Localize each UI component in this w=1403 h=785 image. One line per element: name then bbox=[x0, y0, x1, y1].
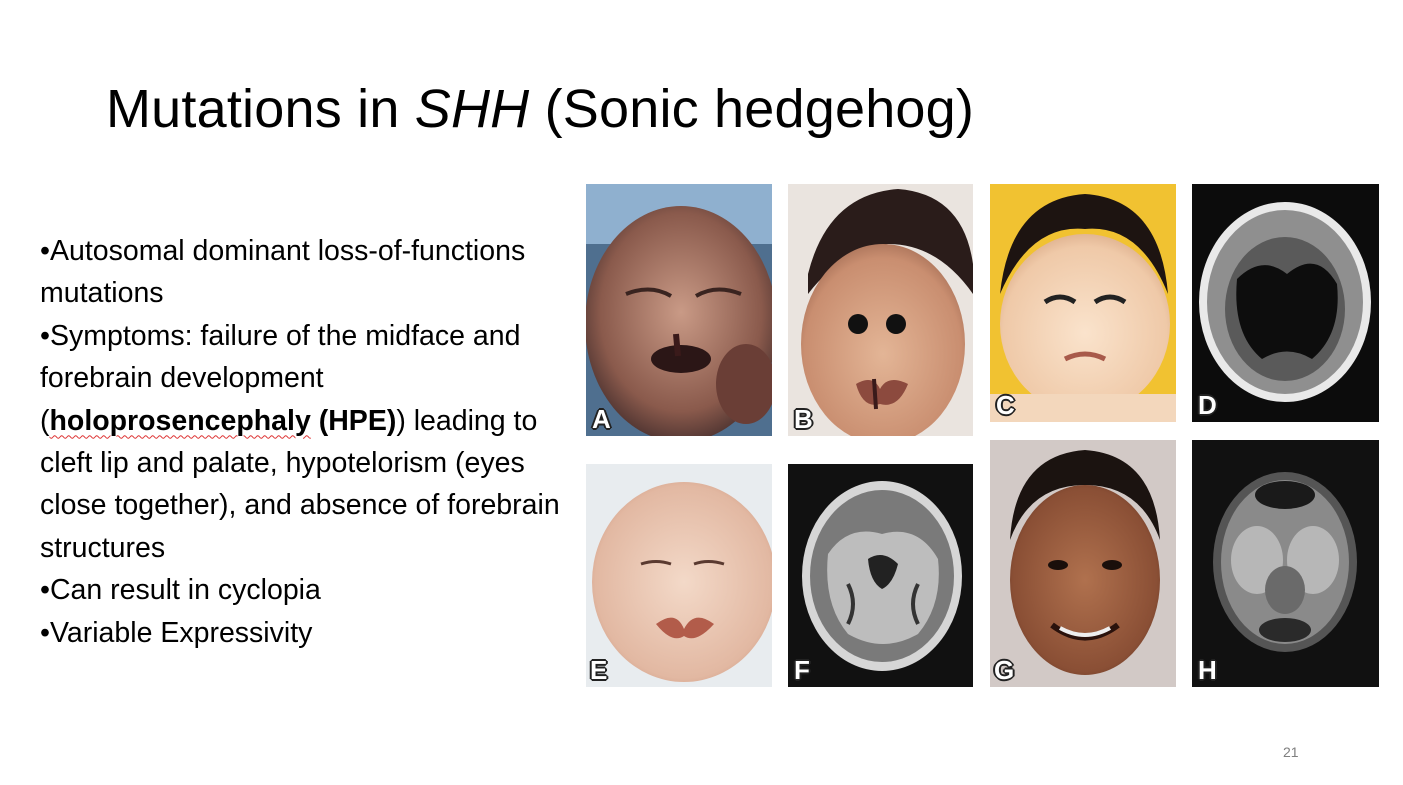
panel-label: B bbox=[794, 404, 813, 434]
figure-panel-b: B bbox=[788, 184, 973, 436]
infant-face-photo-c bbox=[990, 184, 1176, 422]
title-gene: SHH bbox=[414, 79, 530, 139]
brain-mri-scan-f bbox=[788, 464, 973, 687]
bullet-list: •Autosomal dominant loss-of-functions mu… bbox=[40, 230, 560, 654]
panel-label: G bbox=[994, 655, 1015, 685]
panel-label: E bbox=[590, 655, 608, 685]
bullet-cyclopia: •Can result in cyclopia bbox=[40, 574, 321, 607]
figure-panel-e: E bbox=[586, 464, 772, 687]
panel-label: A bbox=[592, 404, 611, 434]
panel-label: F bbox=[794, 655, 810, 685]
figure-panel-h: H bbox=[1192, 440, 1379, 687]
bullet-expressivity: •Variable Expressivity bbox=[40, 616, 313, 649]
hpe-abbrev: (HPE) bbox=[310, 404, 397, 437]
infant-face-photo-b bbox=[788, 184, 973, 436]
bullet-inheritance: •Autosomal dominant loss-of-functions mu… bbox=[40, 235, 526, 310]
brain-mri-scan-h bbox=[1192, 440, 1379, 687]
panel-label: H bbox=[1198, 655, 1217, 685]
figure-panel-f: F bbox=[788, 464, 973, 687]
child-face-photo-g bbox=[990, 440, 1176, 687]
figure-panel-c: C bbox=[990, 184, 1176, 422]
spellcheck-term: holoprosencephaly bbox=[49, 404, 311, 437]
brain-ct-scan-d bbox=[1192, 184, 1379, 422]
page-number: 21 bbox=[1283, 744, 1299, 760]
panel-label: C bbox=[996, 390, 1015, 420]
infant-face-photo-e bbox=[586, 464, 772, 687]
symptoms-text-start: •Symptoms: failure of the midface and fo… bbox=[40, 319, 521, 437]
figure-panel-d: D bbox=[1192, 184, 1379, 422]
panel-label: D bbox=[1198, 390, 1217, 420]
bullet-symptoms: •Symptoms: failure of the midface and fo… bbox=[40, 315, 560, 569]
symptoms-text-end: ) leading to cleft lip and palate, hypot… bbox=[40, 404, 560, 564]
title-prefix: Mutations in bbox=[106, 79, 415, 139]
figure-panel-a: A bbox=[586, 184, 772, 436]
slide-title: Mutations in SHH (Sonic hedgehog) bbox=[106, 78, 974, 140]
infant-face-photo-a bbox=[586, 184, 772, 436]
hpe-term: holoprosencephaly (HPE) bbox=[50, 405, 397, 437]
title-suffix: (Sonic hedgehog) bbox=[529, 79, 975, 139]
figure-panel-g: G bbox=[990, 440, 1176, 687]
